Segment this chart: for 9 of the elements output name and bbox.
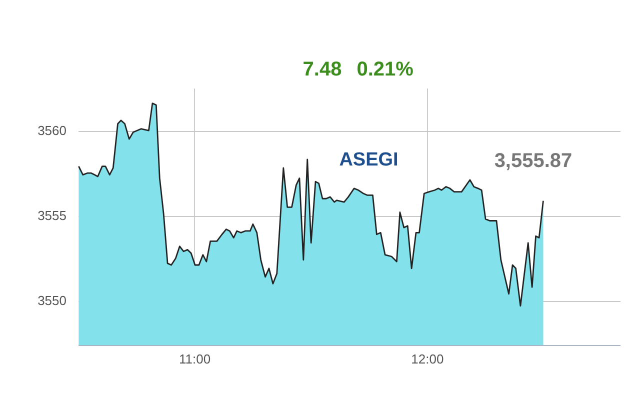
x-tick-label: 12:00	[411, 352, 444, 366]
annotation: 3,555.87	[494, 150, 572, 172]
text: 7.48	[302, 58, 342, 80]
text: 0.21%	[356, 58, 414, 80]
y-tick-label: 3550	[38, 293, 66, 308]
y-tick-label: 3560	[38, 123, 66, 138]
x-tick-label: 11:00	[179, 352, 211, 366]
y-tick-label: 3555	[38, 208, 66, 224]
annotation: ASEGI	[339, 149, 398, 170]
